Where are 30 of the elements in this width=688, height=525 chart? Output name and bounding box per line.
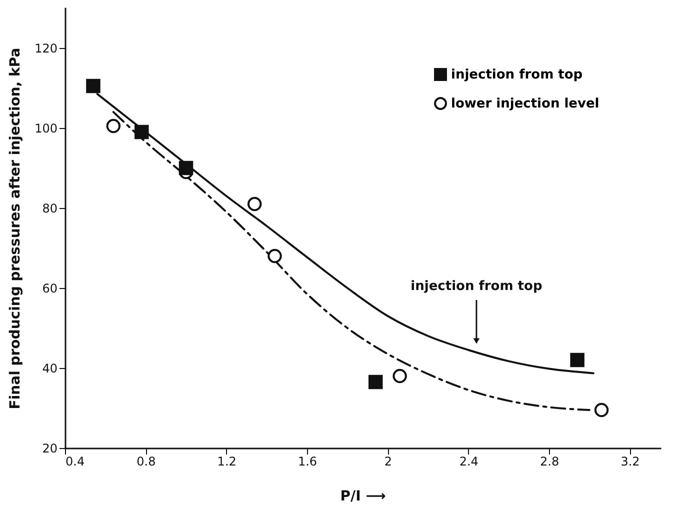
line-series (112, 111, 590, 411)
point (268, 248, 282, 264)
annotation: injection from top (410, 279, 542, 294)
legend-label: injection from top (451, 68, 583, 82)
point (178, 160, 194, 176)
x-axis-title: P/I ⟶ (340, 488, 386, 504)
y-tick-label: 120 (34, 42, 58, 56)
x-tick-label: 1.6 (298, 454, 318, 468)
point (134, 124, 149, 140)
x-tick-label: 0.4 (66, 454, 85, 468)
point (570, 352, 584, 368)
y-axis-title: Final producing pressures after injection, kPa (8, 48, 24, 410)
y-tick-label: 20 (42, 442, 58, 456)
y-tick-label: 100 (34, 122, 58, 136)
y-tick-label: 60 (42, 282, 58, 296)
point (392, 368, 407, 384)
x-tick-label: 2 (384, 454, 392, 468)
point (594, 402, 609, 418)
point (368, 374, 383, 390)
x-tick-label: 0.8 (136, 454, 156, 468)
x-tick-label: 2.8 (540, 454, 560, 468)
x-tick-label: 3.2 (620, 454, 640, 468)
point (106, 118, 121, 134)
point (86, 78, 100, 94)
x-tick-label: 2.4 (459, 454, 478, 468)
y-tick-label: 80 (42, 202, 58, 216)
point (247, 196, 262, 212)
legend-label: lower injection level (451, 96, 600, 112)
x-tick-label: 1.2 (217, 454, 236, 468)
y-tick-label: 40 (42, 362, 58, 376)
